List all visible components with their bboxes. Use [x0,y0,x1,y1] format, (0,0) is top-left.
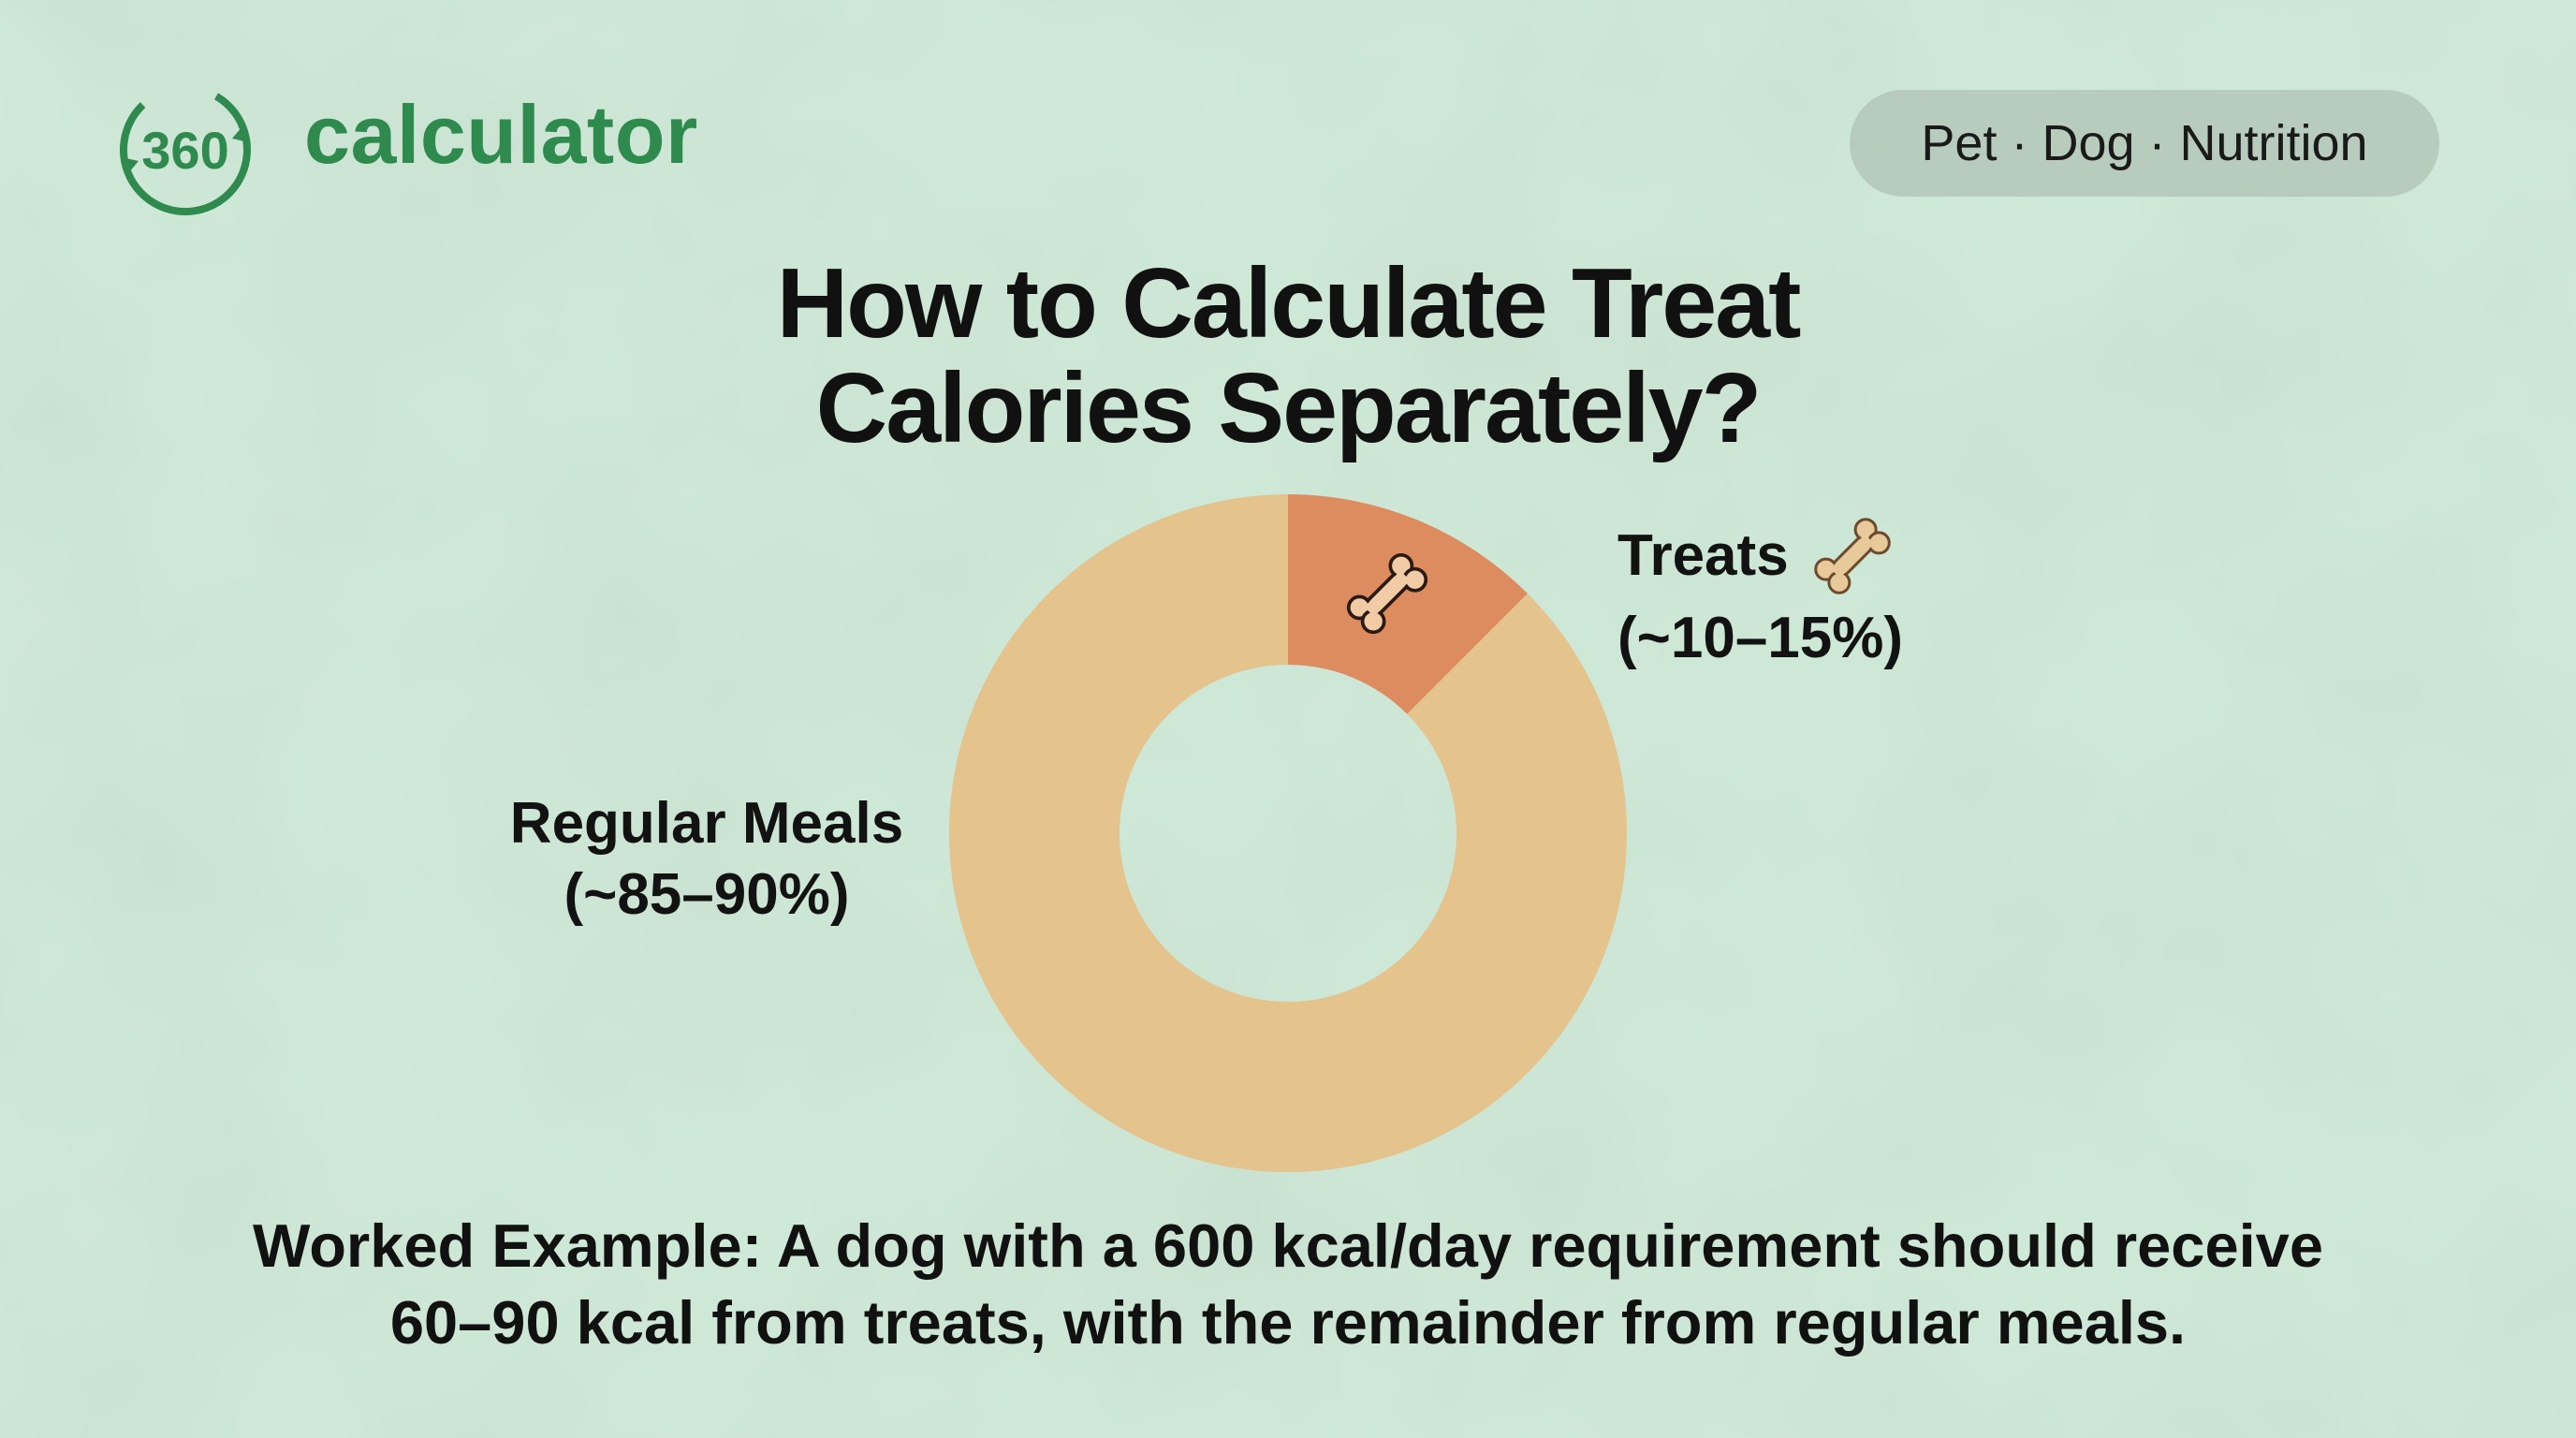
meals-range: (~85–90%) [564,862,850,927]
bone-icon [1346,552,1428,635]
title-line-2: Calories Separately? [815,353,1763,463]
brand-name: calculator [304,88,698,181]
worked-example: Worked Example: A dog with a 600 kcal/da… [165,1208,2411,1361]
meals-label: Regular Meals (~85–90%) [440,788,973,931]
page-title: How to Calculate Treat Calories Separate… [539,251,2037,461]
example-line-2: 60–90 kcal from treats, with the remaind… [389,1288,2187,1357]
donut-slice-treats [1288,494,1528,714]
example-line-1: Worked Example: A dog with a 600 kcal/da… [253,1211,2323,1280]
treats-label: Treats (~10–15%) [1617,509,2048,674]
treats-range: (~10–15%) [1617,606,1904,670]
donut-slice-regular-meals [949,494,1627,1173]
logo-360-icon: 360 [120,84,251,215]
meals-name: Regular Meals [509,791,904,856]
category-badge: Pet · Dog · Nutrition [1850,90,2439,197]
treats-name: Treats [1617,523,1789,588]
logo-text: 360 [141,121,228,180]
title-line-1: How to Calculate Treat [776,248,1802,359]
bone-icon [1813,518,1891,594]
